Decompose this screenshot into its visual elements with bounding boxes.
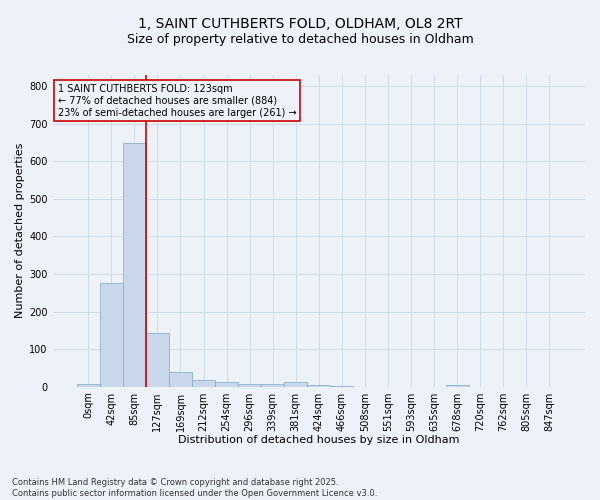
Bar [77,384,100,386]
Text: Size of property relative to detached houses in Oldham: Size of property relative to detached ho… [127,32,473,46]
Bar [146,334,169,386]
Bar [238,384,261,386]
Bar [261,384,284,386]
X-axis label: Distribution of detached houses by size in Oldham: Distribution of detached houses by size … [178,435,460,445]
Bar [215,382,238,386]
Bar [192,380,215,386]
Bar [169,372,192,386]
Text: Contains HM Land Registry data © Crown copyright and database right 2025.
Contai: Contains HM Land Registry data © Crown c… [12,478,377,498]
Bar [446,385,469,386]
Bar [123,144,146,386]
Y-axis label: Number of detached properties: Number of detached properties [15,143,25,318]
Bar [100,284,123,387]
Bar [307,384,330,386]
Text: 1, SAINT CUTHBERTS FOLD, OLDHAM, OL8 2RT: 1, SAINT CUTHBERTS FOLD, OLDHAM, OL8 2RT [137,18,463,32]
Bar [284,382,307,386]
Text: 1 SAINT CUTHBERTS FOLD: 123sqm
← 77% of detached houses are smaller (884)
23% of: 1 SAINT CUTHBERTS FOLD: 123sqm ← 77% of … [58,84,296,117]
